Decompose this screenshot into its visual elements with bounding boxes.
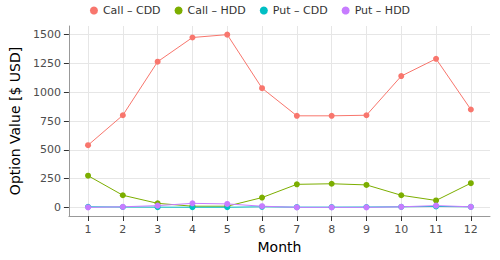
svg-text:250: 250: [40, 172, 61, 185]
svg-text:Call – HDD: Call – HDD: [188, 4, 246, 17]
svg-text:Month: Month: [258, 239, 302, 255]
svg-text:1: 1: [85, 223, 92, 236]
svg-text:Put – CDD: Put – CDD: [273, 4, 328, 17]
svg-text:11: 11: [429, 223, 443, 236]
svg-text:0: 0: [54, 201, 61, 214]
svg-text:Put – HDD: Put – HDD: [355, 4, 410, 17]
svg-text:500: 500: [40, 143, 61, 156]
svg-text:9: 9: [363, 223, 370, 236]
svg-text:3: 3: [154, 223, 161, 236]
svg-text:6: 6: [259, 223, 266, 236]
svg-text:Call – CDD: Call – CDD: [103, 4, 161, 17]
svg-text:8: 8: [328, 223, 335, 236]
svg-text:4: 4: [189, 223, 196, 236]
svg-text:750: 750: [40, 115, 61, 128]
svg-text:10: 10: [394, 223, 408, 236]
svg-text:1500: 1500: [33, 28, 61, 41]
svg-text:7: 7: [293, 223, 300, 236]
svg-text:2: 2: [119, 223, 126, 236]
svg-text:Option Value [$ USD]: Option Value [$ USD]: [7, 47, 23, 195]
svg-text:1250: 1250: [33, 57, 61, 70]
svg-text:12: 12: [464, 223, 478, 236]
svg-text:5: 5: [224, 223, 231, 236]
svg-text:1000: 1000: [33, 86, 61, 99]
